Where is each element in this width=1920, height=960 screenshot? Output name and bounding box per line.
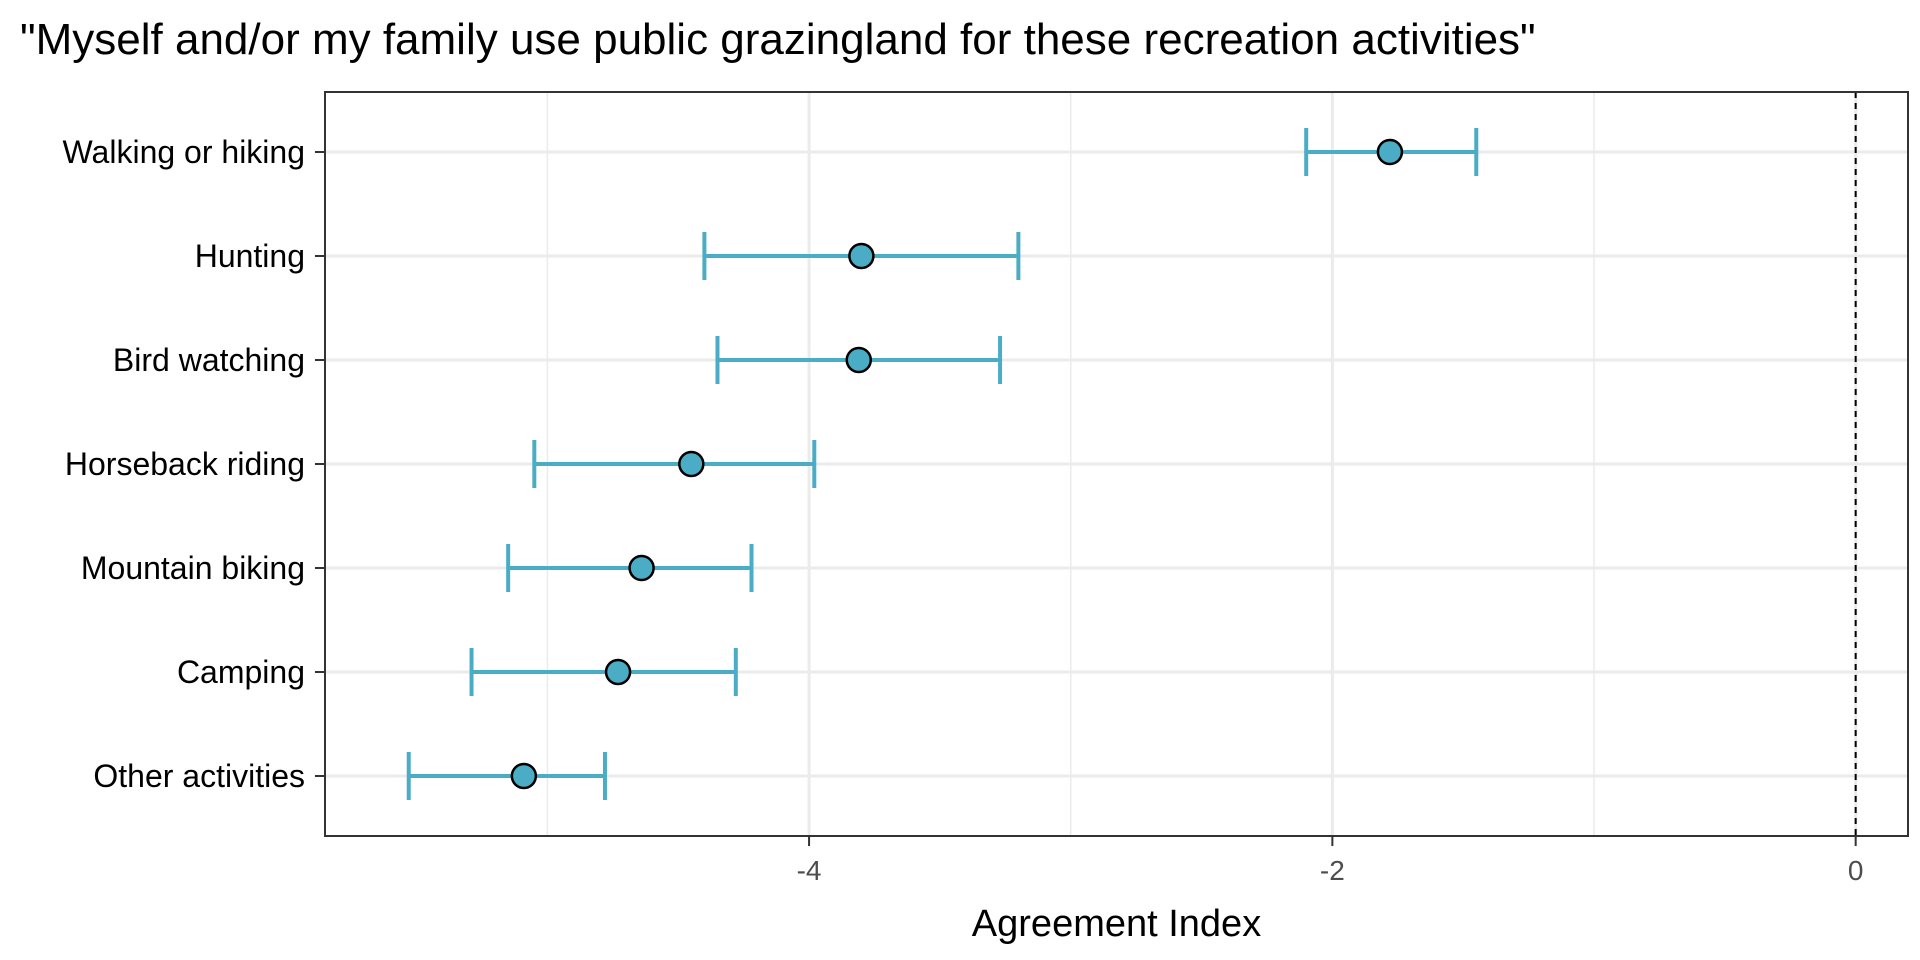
y-tick-label: Horseback riding — [65, 446, 305, 482]
y-tick-label: Camping — [177, 654, 305, 690]
data-point — [1376, 138, 1404, 166]
x-tick-label: -2 — [1320, 855, 1345, 886]
data-point — [678, 450, 705, 478]
error-bar — [469, 648, 738, 696]
chart-title: "Myself and/or my family use public graz… — [20, 15, 1536, 64]
x-tick-label: 0 — [1848, 855, 1864, 886]
y-tick-label: Bird watching — [113, 342, 305, 378]
data-points — [510, 138, 1404, 790]
data-point — [604, 658, 632, 686]
y-tick-label: Walking or hiking — [63, 134, 305, 170]
data-point — [510, 762, 538, 790]
error-bar — [406, 752, 607, 800]
x-axis-ticks: -4 -2 0 — [797, 836, 1864, 886]
data-point — [845, 346, 873, 374]
x-tick-label: -4 — [797, 855, 822, 886]
data-point — [848, 242, 875, 270]
data-point — [628, 554, 655, 582]
y-tick-label: Hunting — [195, 238, 305, 274]
x-axis-title: Agreement Index — [972, 903, 1261, 945]
y-tick-label: Mountain biking — [81, 550, 305, 586]
y-axis-ticks: Walking or hiking Hunting Bird watching Hor… — [63, 134, 325, 794]
y-tick-label: Other activities — [93, 758, 305, 794]
error-bar — [532, 440, 817, 488]
